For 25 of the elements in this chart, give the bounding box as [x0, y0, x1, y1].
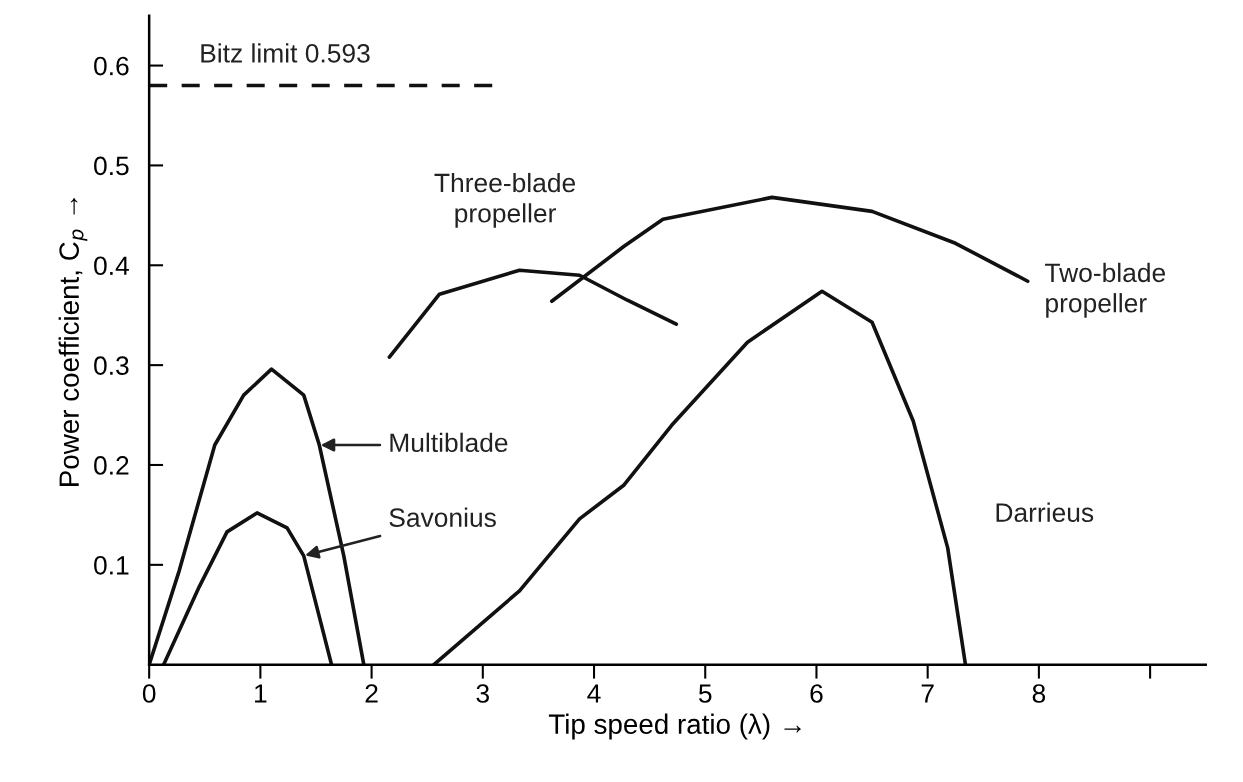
x-tick-label: 3	[476, 684, 489, 703]
y-tick-label: 0.1	[94, 555, 129, 575]
annotation: Bitz limit 0.593	[201, 43, 370, 63]
x-tick-label: 4	[587, 684, 601, 703]
x-tick-label: 7	[921, 684, 934, 703]
x-tick-label: 2	[365, 684, 378, 703]
text: Multiblade	[390, 432, 508, 453]
y-axis-title: Power coefficient, C$_{p}$ →	[58, 198, 88, 486]
y-tick-label: 0.3	[94, 356, 129, 375]
x-axis-title: Tip speed ratio (λ) →	[548, 713, 801, 740]
y-tick-label: 0.4	[94, 256, 129, 276]
y-tick-label: 0.5	[94, 156, 129, 176]
line-series	[161, 511, 334, 665]
series-label: Two-blade propeller	[1045, 262, 1166, 318]
x-tick-label: 5	[698, 684, 712, 703]
text: Savonius	[389, 507, 496, 527]
text: Darrieus	[996, 502, 1094, 522]
y-tick-label: 0.6	[94, 56, 129, 76]
x-tick-label: 8	[1032, 684, 1046, 703]
y-tick-label: 0.2	[94, 456, 129, 475]
line-series	[149, 367, 366, 665]
series-label: Three-blade propeller	[434, 172, 576, 228]
x-tick-label: 0	[142, 684, 156, 703]
x-tick-label: 1	[255, 684, 267, 703]
x-tick-label: 6	[810, 684, 823, 703]
